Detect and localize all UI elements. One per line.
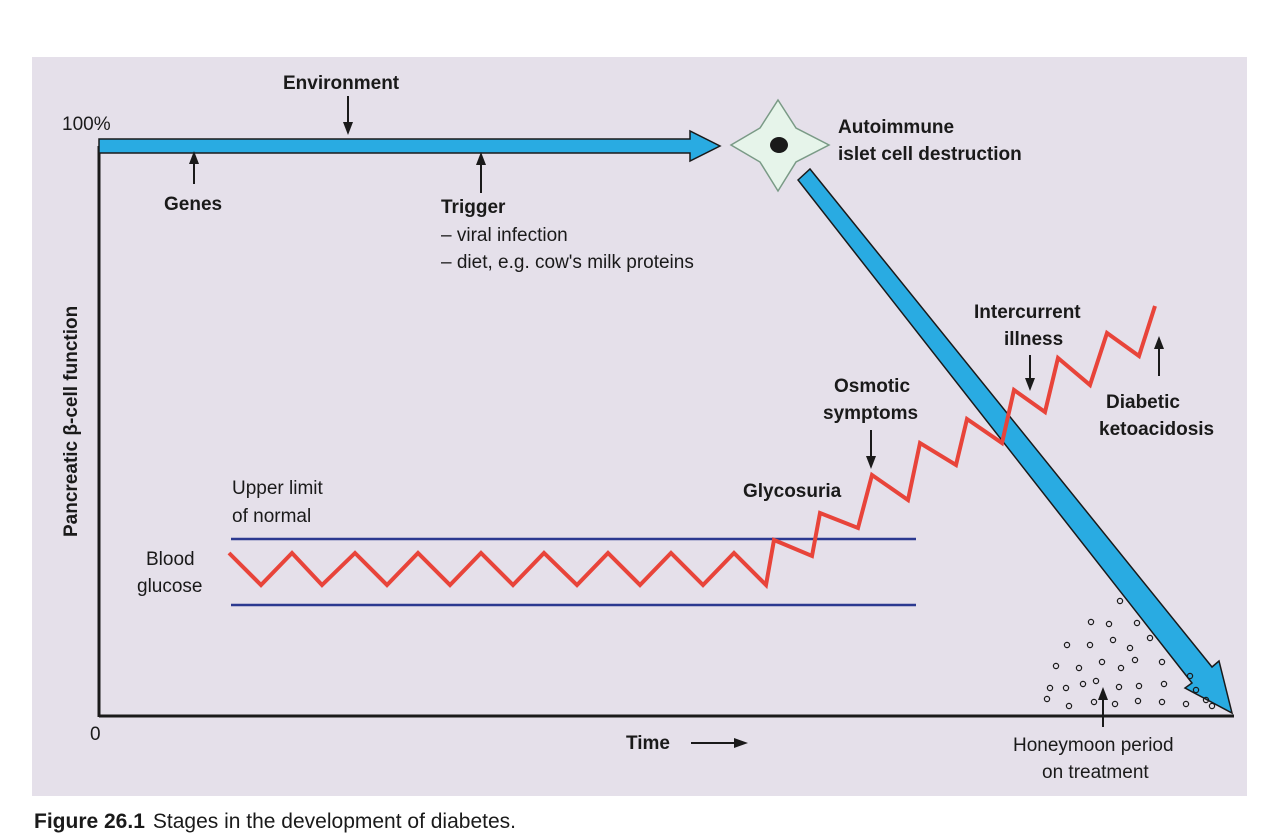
honeymoon-dot: [1046, 684, 1054, 692]
environment-label: Environment: [283, 73, 400, 94]
honeymoon-dot: [1160, 680, 1168, 688]
honeymoon-dot: [1092, 677, 1100, 685]
honeymoon-label-line2: on treatment: [1042, 762, 1149, 783]
honeymoon-dot: [1115, 683, 1123, 691]
honeymoon-dot: [1063, 641, 1071, 649]
honeymoon-dot: [1133, 619, 1141, 627]
honeymoon-dot: [1208, 702, 1216, 710]
honeymoon-dot: [1182, 700, 1190, 708]
trigger-item-viral: – viral infection: [441, 225, 568, 246]
osmotic-symptoms-label-line2: symptoms: [823, 403, 918, 424]
trigger-arrow-icon: [476, 152, 486, 193]
honeymoon-dot: [1086, 641, 1094, 649]
honeymoon-arrow-icon: [1098, 687, 1108, 727]
function-arrow-horizontal: [98, 129, 722, 163]
ketoacidosis-label-line1: Diabetic: [1106, 392, 1180, 413]
y-axis-top-label: 100%: [62, 114, 111, 135]
genes-label: Genes: [164, 194, 222, 215]
glycosuria-label: Glycosuria: [743, 481, 842, 502]
environment-arrow-icon: [343, 96, 353, 135]
autoimmune-label-line1: Autoimmune: [838, 117, 954, 138]
honeymoon-dot: [1043, 695, 1051, 703]
blood-glucose-trace: [227, 305, 1157, 590]
honeymoon-dot: [1134, 697, 1142, 705]
honeymoon-dot: [1146, 634, 1154, 642]
honeymoon-dot: [1105, 620, 1113, 628]
honeymoon-dot: [1202, 696, 1210, 704]
honeymoon-dot: [1131, 656, 1139, 664]
honeymoon-dot: [1109, 636, 1117, 644]
figure-caption-text: Stages in the development of diabetes.: [152, 810, 516, 833]
upper-limit-label-line1: Upper limit: [232, 478, 324, 499]
upper-limit-label-line2: of normal: [232, 506, 311, 527]
time-arrow-icon: [691, 738, 748, 748]
intercurrent-illness-label-line1: Intercurrent: [974, 302, 1081, 323]
honeymoon-dot: [1158, 698, 1166, 706]
origin-label: 0: [90, 724, 101, 745]
honeymoon-dot: [1075, 664, 1083, 672]
x-axis-title: Time: [626, 733, 670, 754]
honeymoon-dot: [1111, 700, 1119, 708]
honeymoon-dot: [1087, 618, 1095, 626]
intercurrent-illness-label-line2: illness: [1004, 329, 1063, 350]
trigger-title: Trigger: [441, 197, 506, 218]
islet-cell-icon: [729, 98, 831, 193]
honeymoon-dot: [1098, 658, 1106, 666]
honeymoon-dot: [1062, 684, 1070, 692]
genes-arrow-icon: [189, 151, 199, 184]
figure-number: Figure 26.1: [34, 810, 145, 833]
figure-caption: Figure 26.1 Stages in the development of …: [34, 810, 516, 834]
honeymoon-dot: [1135, 682, 1143, 690]
diagram-panel: [32, 57, 1247, 796]
honeymoon-dot: [1117, 664, 1125, 672]
intercurrent-illness-arrow-icon: [1025, 355, 1035, 391]
honeymoon-dot: [1079, 680, 1087, 688]
ketoacidosis-label-line2: ketoacidosis: [1099, 419, 1214, 440]
honeymoon-dot: [1186, 672, 1194, 680]
honeymoon-label-line1: Honeymoon period: [1013, 735, 1174, 756]
honeymoon-dot: [1090, 698, 1098, 706]
autoimmune-label-line2: islet cell destruction: [838, 144, 1022, 165]
trigger-item-diet: – diet, e.g. cow's milk proteins: [441, 252, 694, 273]
honeymoon-dot: [1126, 644, 1134, 652]
y-axis-title: Pancreatic β-cell function: [61, 306, 82, 537]
honeymoon-dot-cluster: [1043, 597, 1216, 710]
blood-glucose-label-line2: glucose: [137, 576, 203, 597]
honeymoon-dot: [1052, 662, 1060, 670]
honeymoon-dot: [1192, 686, 1200, 694]
osmotic-symptoms-arrow-icon: [866, 430, 876, 469]
honeymoon-dot: [1158, 658, 1166, 666]
blood-glucose-label-line1: Blood: [146, 549, 195, 570]
honeymoon-dot: [1116, 597, 1124, 605]
honeymoon-dot: [1065, 702, 1073, 710]
function-arrow-decline: [796, 167, 1234, 715]
osmotic-symptoms-label-line1: Osmotic: [834, 376, 910, 397]
ketoacidosis-arrow-icon: [1154, 336, 1164, 376]
